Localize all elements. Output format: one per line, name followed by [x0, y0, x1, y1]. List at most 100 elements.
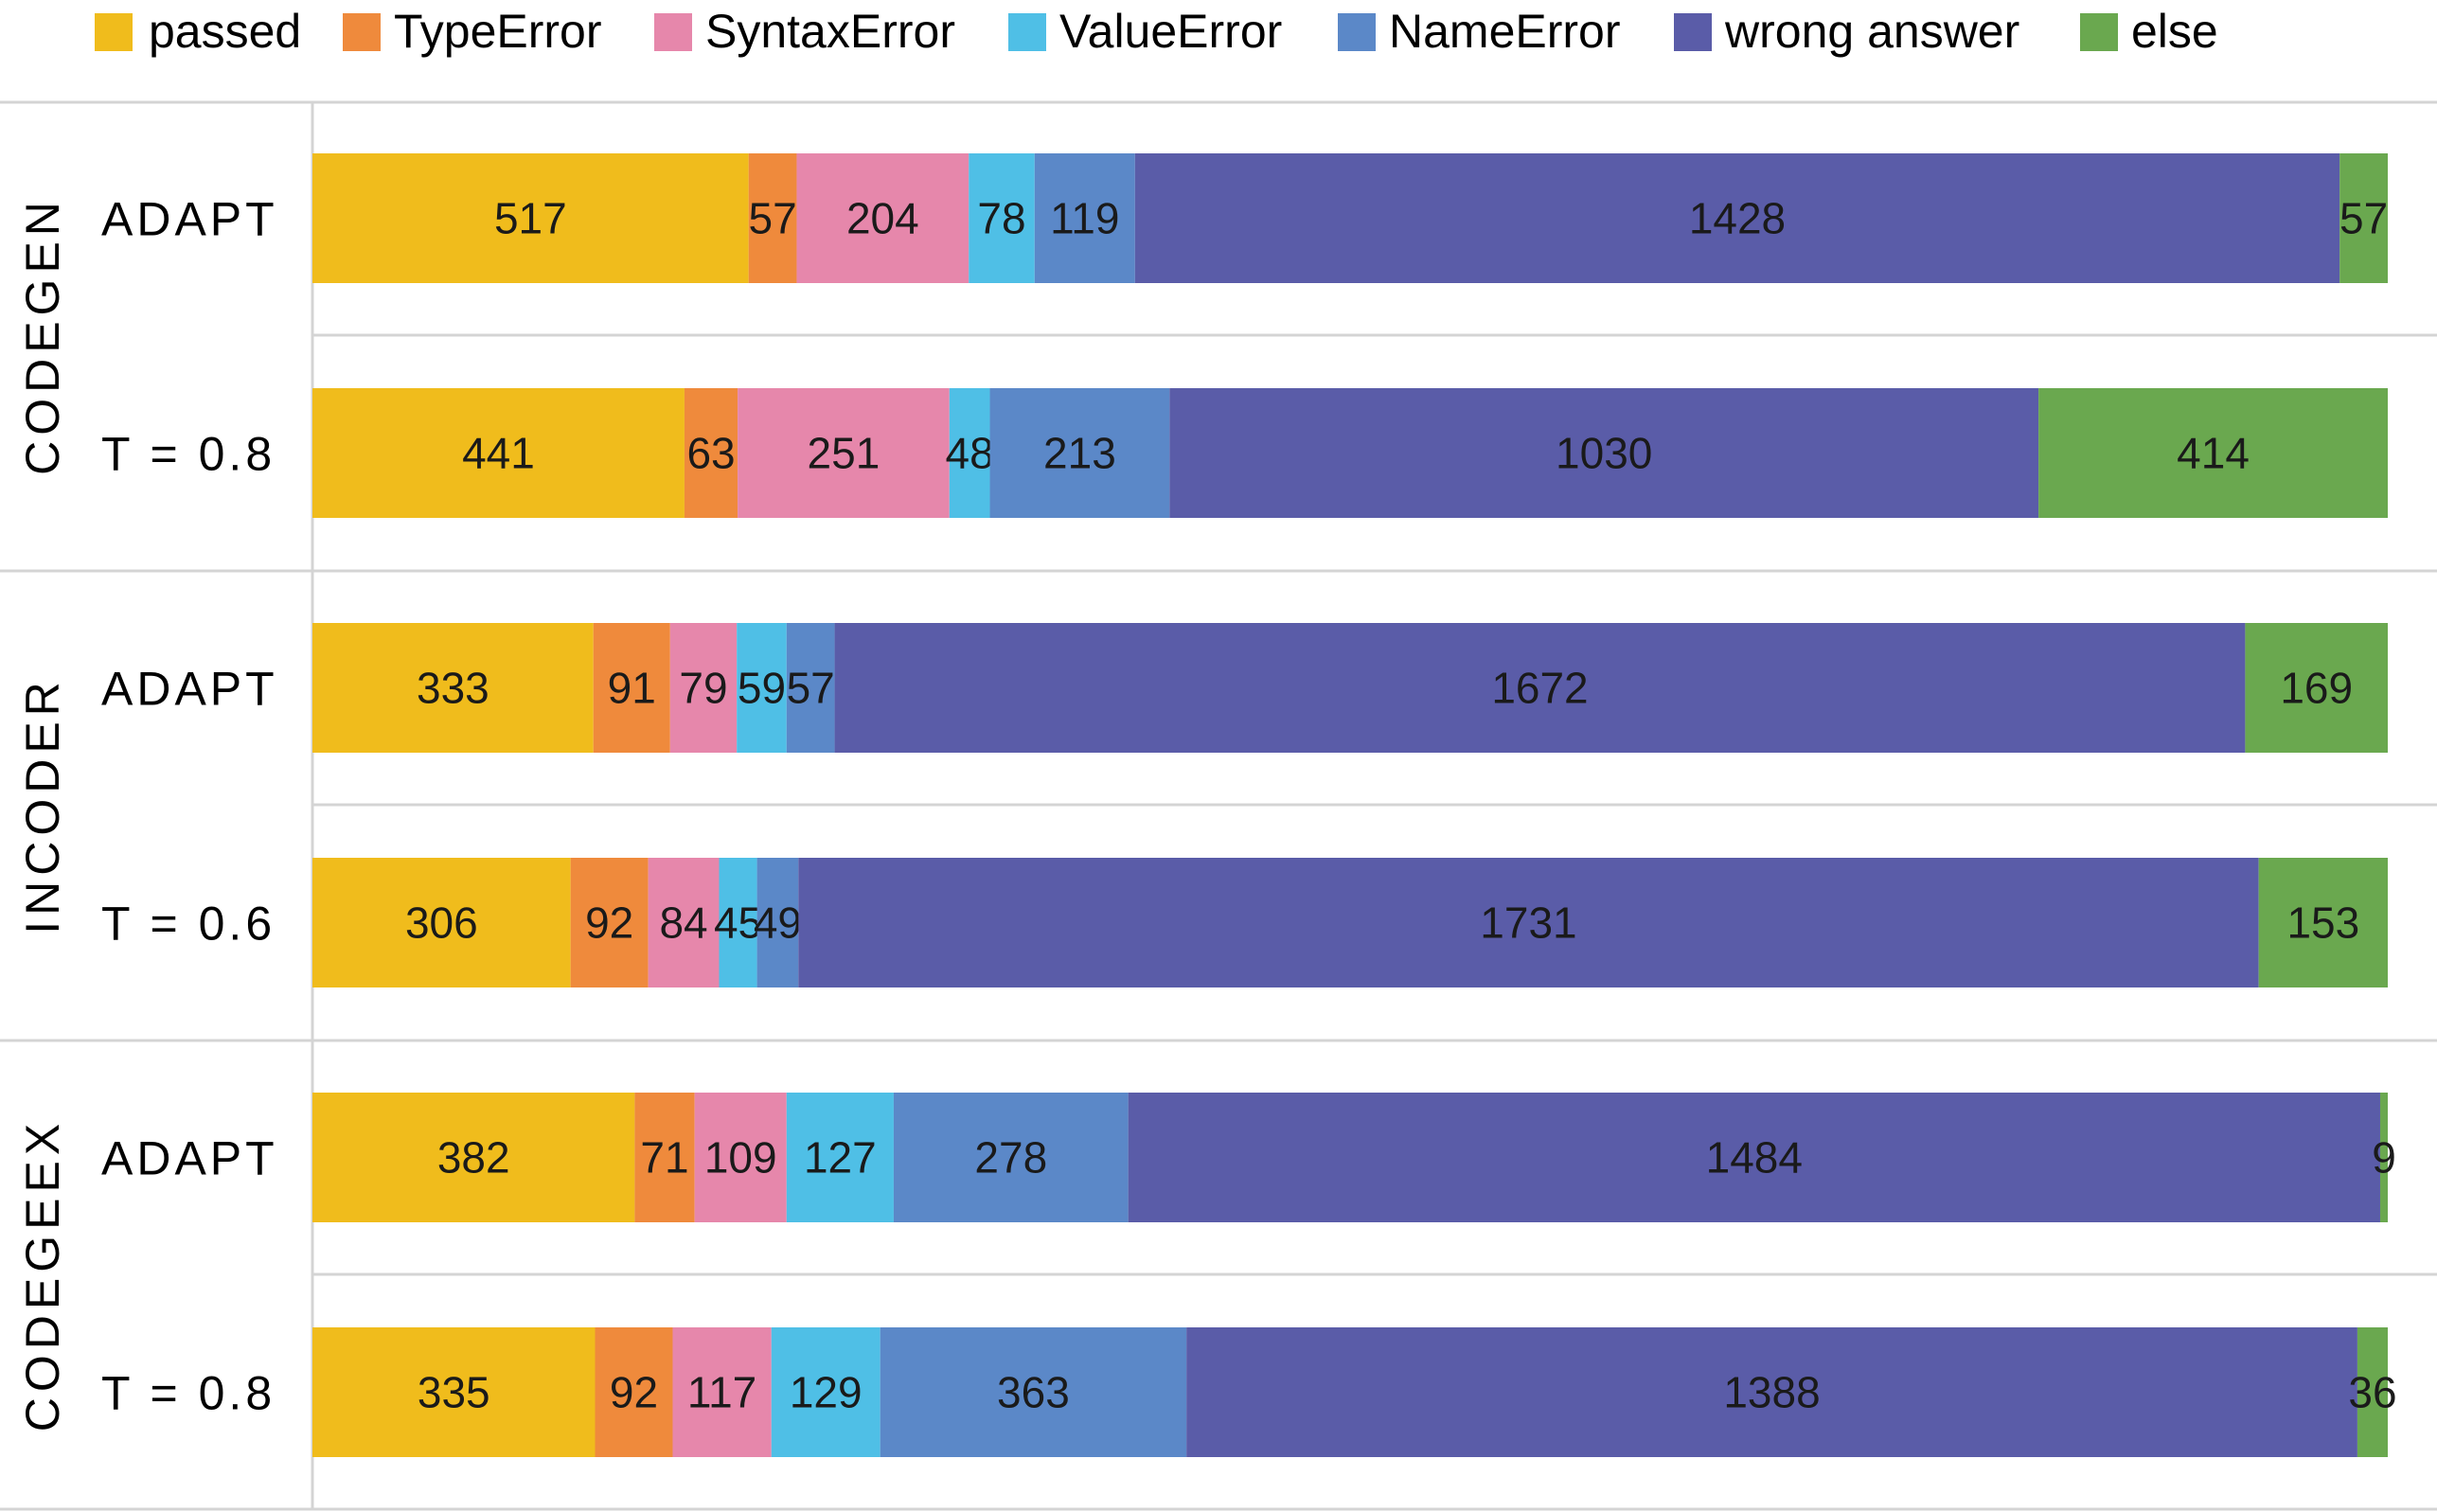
bar-segment-codegen-adapt-wrong-answer	[1134, 153, 2340, 283]
legend-label-nameerror: NameError	[1389, 5, 1620, 58]
data-label-codegen-t-0-8-wrong-answer: 1030	[1556, 429, 1652, 478]
data-label-codegeex-t-0-8-syntaxerror: 117	[687, 1368, 756, 1417]
bar-segment-codegen-t-0-8-wrong-answer	[1169, 388, 2039, 518]
data-label-incoder-adapt-wrong-answer: 1672	[1491, 664, 1588, 713]
data-label-codegen-adapt-syntaxerror: 204	[846, 194, 919, 243]
bar-segment-codegen-t-0-8-typeerror	[684, 388, 738, 518]
legend-item-nameerror: NameError	[1338, 5, 1620, 58]
data-label-codegen-adapt-typeerror: 57	[748, 194, 796, 243]
bar-segment-codegen-t-0-8-valueerror	[949, 388, 990, 518]
data-label-incoder-adapt-syntaxerror: 79	[679, 664, 727, 713]
legend-swatch-else	[2080, 13, 2118, 51]
data-label-codegeex-adapt-wrong-answer: 1484	[1706, 1133, 1803, 1183]
row-label-codegen-t-0-8: T = 0.8	[101, 428, 276, 481]
group-label-codegen: CODEGEN	[16, 196, 69, 475]
row-label-codegeex-t-0-8: T = 0.8	[101, 1367, 276, 1420]
legend-swatch-typeerror	[343, 13, 381, 51]
bar-segment-incoder-t-0-6-syntaxerror	[648, 858, 720, 987]
data-label-codegeex-adapt-typeerror: 71	[640, 1133, 688, 1183]
bar-segment-codegeex-adapt-else	[2379, 1093, 2388, 1222]
bar-segment-incoder-adapt-wrong-answer	[834, 623, 2246, 753]
legend-item-passed: passed	[95, 5, 301, 58]
data-label-codegeex-adapt-nameerror: 278	[974, 1133, 1047, 1183]
legend-label-else: else	[2131, 5, 2218, 58]
data-label-incoder-adapt-else: 169	[2280, 664, 2353, 713]
data-label-codegeex-t-0-8-wrong-answer: 1388	[1723, 1368, 1820, 1417]
data-label-incoder-t-0-6-passed: 306	[405, 898, 478, 948]
legend-item-typeerror: TypeError	[343, 5, 602, 58]
bar-segment-incoder-adapt-typeerror	[593, 623, 670, 753]
bar-segment-codegen-t-0-8-else	[2038, 388, 2388, 518]
data-label-codegen-t-0-8-valueerror: 48	[946, 429, 994, 478]
data-label-codegen-adapt-nameerror: 119	[1050, 194, 1119, 243]
bar-segment-codegen-adapt-typeerror	[748, 153, 797, 283]
bar-segment-incoder-t-0-6-nameerror	[756, 858, 799, 987]
data-label-codegeex-t-0-8-typeerror: 92	[610, 1368, 658, 1417]
data-label-codegen-t-0-8-typeerror: 63	[686, 429, 735, 478]
data-label-codegen-t-0-8-passed: 441	[462, 429, 535, 478]
data-label-codegeex-adapt-syntaxerror: 109	[704, 1133, 777, 1183]
data-label-incoder-adapt-valueerror: 59	[738, 664, 786, 713]
bar-segment-codegeex-t-0-8-wrong-answer	[1186, 1327, 2357, 1457]
data-label-incoder-adapt-passed: 333	[417, 664, 489, 713]
data-label-incoder-adapt-nameerror: 57	[787, 664, 835, 713]
row-label-codegen-adapt: ADAPT	[101, 193, 278, 246]
bar-segment-codegen-adapt-nameerror	[1034, 153, 1135, 283]
bar-segment-codegen-adapt-else	[2339, 153, 2388, 283]
data-label-codegeex-t-0-8-else: 36	[2348, 1368, 2396, 1417]
legend: passed TypeError SyntaxError ValueError Name…	[95, 5, 2218, 58]
data-label-codegeex-adapt-valueerror: 127	[804, 1133, 877, 1183]
bar-segment-codegeex-t-0-8-nameerror	[880, 1327, 1187, 1457]
data-label-incoder-t-0-6-else: 153	[2286, 898, 2359, 948]
bar-segment-incoder-t-0-6-wrong-answer	[798, 858, 2259, 987]
data-label-codegen-adapt-else: 57	[2339, 194, 2388, 243]
chart-frame	[0, 100, 2437, 1511]
data-label-incoder-adapt-typeerror: 91	[608, 664, 656, 713]
data-label-incoder-t-0-6-nameerror: 49	[754, 898, 802, 948]
axis-labels: CODEGEN ADAPT T = 0.8 INCODER ADAPT T = 0.6 CO…	[16, 193, 278, 1432]
legend-swatch-passed	[95, 13, 133, 51]
data-label-codegeex-t-0-8-valueerror: 129	[790, 1368, 863, 1417]
row-label-incoder-t-0-6: T = 0.6	[101, 898, 276, 951]
data-label-codegen-t-0-8-nameerror: 213	[1043, 429, 1116, 478]
data-label-codegen-adapt-valueerror: 78	[977, 194, 1025, 243]
bar-segment-incoder-adapt-nameerror	[786, 623, 835, 753]
bar-segment-incoder-adapt-syntaxerror	[669, 623, 738, 753]
data-label-incoder-t-0-6-typeerror: 92	[585, 898, 633, 948]
legend-label-syntaxerror: SyntaxError	[705, 5, 955, 58]
bar-segment-codegen-adapt-syntaxerror	[796, 153, 969, 283]
bar-segment-codegeex-adapt-wrong-answer	[1128, 1093, 2380, 1222]
data-label-codegen-t-0-8-else: 414	[2177, 429, 2250, 478]
legend-label-typeerror: TypeError	[394, 5, 602, 58]
data-label-codegeex-t-0-8-passed: 335	[418, 1368, 490, 1417]
legend-item-syntaxerror: SyntaxError	[654, 5, 955, 58]
legend-label-passed: passed	[149, 5, 301, 58]
bar-segment-codegeex-adapt-typeerror	[634, 1093, 695, 1222]
bar-segment-codegeex-adapt-valueerror	[786, 1093, 894, 1222]
legend-label-valueerror: ValueError	[1059, 5, 1282, 58]
row-label-incoder-adapt: ADAPT	[101, 663, 278, 716]
bars: 517 57 204 78 119 1428 57 441 63 251 48 213 1030 414 3…	[312, 153, 2397, 1457]
bar-segment-incoder-t-0-6-typeerror	[570, 858, 649, 987]
legend-swatch-valueerror	[1008, 13, 1046, 51]
bar-segment-codegeex-t-0-8-valueerror	[771, 1327, 881, 1457]
legend-item-else: else	[2080, 5, 2218, 58]
bar-segment-codegen-t-0-8-nameerror	[989, 388, 1170, 518]
data-label-codegen-t-0-8-syntaxerror: 251	[808, 429, 881, 478]
legend-label-wrong-answer: wrong answer	[1724, 5, 2019, 58]
bar-segment-codegen-adapt-valueerror	[969, 153, 1035, 283]
bar-segment-codegeex-t-0-8-syntaxerror	[672, 1327, 772, 1457]
bar-segment-incoder-t-0-6-else	[2258, 858, 2388, 987]
data-label-codegeex-adapt-passed: 382	[437, 1133, 510, 1183]
bar-segment-incoder-t-0-6-passed	[312, 858, 571, 987]
data-label-codegen-adapt-passed: 517	[494, 194, 567, 243]
group-label-codegeex: CODEGEEX	[16, 1118, 69, 1432]
data-label-codegeex-t-0-8-nameerror: 363	[997, 1368, 1070, 1417]
group-label-incoder: INCODER	[16, 676, 69, 934]
bar-segment-codegeex-t-0-8-else	[2357, 1327, 2388, 1457]
data-label-incoder-t-0-6-wrong-answer: 1731	[1480, 898, 1576, 948]
bar-segment-codegeex-adapt-syntaxerror	[694, 1093, 787, 1222]
bar-segment-incoder-adapt-else	[2245, 623, 2388, 753]
legend-swatch-syntaxerror	[654, 13, 692, 51]
